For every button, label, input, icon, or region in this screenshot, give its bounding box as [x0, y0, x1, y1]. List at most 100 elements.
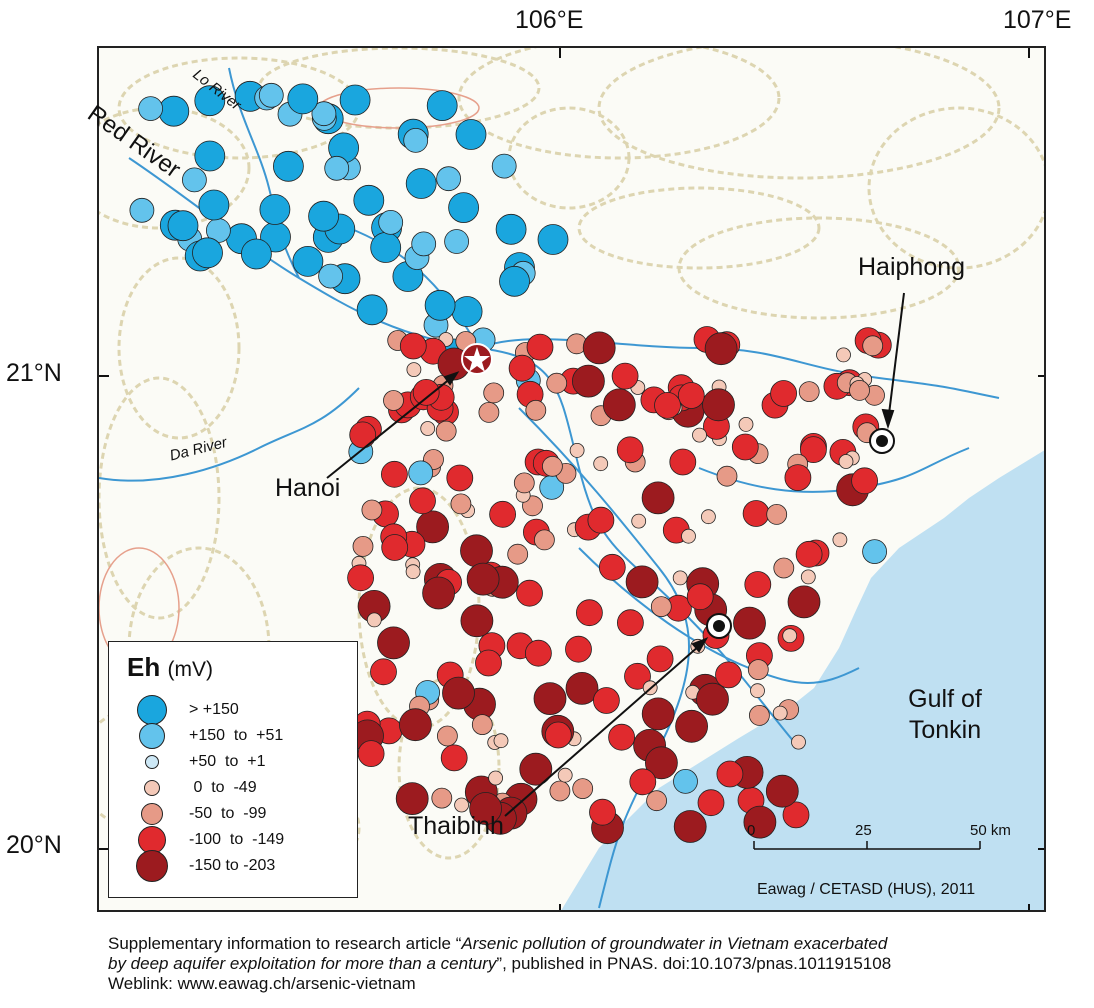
sample-point	[533, 529, 555, 551]
sample-point	[451, 296, 483, 327]
legend-symbol-icon	[144, 780, 160, 796]
sample-point	[733, 606, 766, 640]
sample-point	[770, 380, 797, 407]
sample-point	[546, 372, 568, 394]
sample-point	[697, 789, 725, 817]
sample-point	[349, 421, 377, 449]
caption-title-part1: Arsenic pollution of groundwater in Viet…	[461, 934, 888, 953]
legend-title: Eh (mV)	[127, 652, 213, 683]
sample-point	[766, 503, 788, 525]
caption-title-part2: by deep aquifer exploitation for more th…	[108, 954, 497, 973]
sample-point	[602, 388, 636, 422]
sample-point	[436, 166, 462, 192]
gulf-label-line2: Tonkin	[908, 716, 982, 744]
caption: Supplementary information to research ar…	[108, 934, 1088, 994]
haiphong-marker[interactable]	[869, 428, 895, 454]
sample-point	[849, 379, 870, 401]
sample-point	[641, 697, 675, 731]
sample-point	[426, 90, 458, 121]
legend-label: 0 to -49	[189, 779, 257, 796]
map-canvas[interactable]	[99, 48, 1046, 912]
sample-point	[624, 662, 651, 690]
sample-point	[572, 778, 594, 799]
sample-point	[435, 420, 457, 442]
sample-point	[442, 676, 475, 710]
sample-point	[716, 760, 744, 788]
sample-point	[420, 421, 436, 436]
sample-point	[738, 416, 754, 432]
sample-point	[361, 499, 383, 521]
sample-point	[339, 84, 371, 116]
sample-point	[395, 782, 429, 815]
legend-label: +150 to +51	[189, 727, 284, 744]
sample-point	[681, 528, 696, 544]
sample-point	[696, 682, 729, 716]
sample-point	[489, 500, 517, 528]
sample-point	[800, 436, 827, 464]
sample-point	[798, 381, 820, 403]
sample-point	[608, 723, 635, 751]
sample-point	[537, 224, 569, 255]
sample-point	[862, 539, 887, 565]
river-line	[478, 338, 1000, 399]
terrain-contour	[597, 48, 1001, 180]
legend-title-eh: Eh	[127, 652, 161, 682]
sample-point	[158, 95, 190, 127]
sample-point	[138, 96, 163, 121]
sample-point	[744, 571, 772, 598]
sample-point	[507, 543, 529, 565]
sample-point	[378, 209, 404, 235]
sample-point	[370, 232, 402, 263]
sample-point	[436, 725, 458, 747]
scale-tick-50: 50 km	[970, 822, 1011, 839]
legend-symbol-icon	[137, 695, 167, 725]
sample-point	[641, 481, 675, 515]
sample-point	[716, 465, 738, 487]
sample-point	[513, 472, 535, 494]
sample-point	[240, 238, 272, 270]
river-line	[578, 547, 860, 684]
sample-point	[383, 390, 404, 411]
sample-point	[292, 245, 324, 277]
sample-point	[533, 682, 567, 715]
caption-prefix: Supplementary information to research ar…	[108, 934, 462, 953]
terrain-contour	[677, 216, 961, 320]
sample-point	[569, 442, 585, 458]
sample-point	[832, 532, 848, 548]
sample-point	[405, 168, 437, 199]
sample-point	[851, 467, 878, 495]
sea-area	[561, 450, 1044, 910]
sample-point	[483, 382, 505, 404]
sample-point	[672, 570, 688, 586]
sample-point	[715, 661, 742, 689]
sample-point	[493, 733, 509, 749]
sample-point	[446, 464, 474, 492]
sample-point	[773, 557, 795, 579]
terrain-contour	[397, 676, 501, 860]
caption-line-3[interactable]: Weblink: www.eawag.ch/arsenic-vietnam	[108, 974, 416, 993]
sample-point	[454, 797, 470, 813]
scale-tick-0: 0	[747, 822, 756, 839]
legend-symbol-icon	[145, 755, 159, 769]
sample-point	[791, 734, 806, 750]
gulf-label-line1: Gulf of	[908, 685, 982, 713]
thaibinh-marker[interactable]	[706, 613, 732, 639]
sample-point	[399, 332, 427, 360]
sample-point	[366, 612, 382, 628]
sample-point	[587, 506, 615, 534]
sample-point	[405, 564, 421, 580]
sample-point	[259, 194, 291, 225]
sample-point	[416, 510, 450, 544]
sample-point	[475, 649, 502, 677]
terrain-contour	[867, 106, 1044, 270]
sample-point	[406, 362, 422, 378]
legend-item: -150 to -203	[109, 850, 349, 882]
sample-point	[800, 569, 816, 585]
sample-point	[565, 635, 592, 663]
sample-point	[782, 628, 798, 644]
legend-item: 0 to -49	[109, 774, 349, 802]
hanoi-marker[interactable]	[461, 343, 493, 375]
sample-point	[287, 83, 319, 115]
lat-label-20: 20°N	[6, 831, 62, 859]
sample-point	[466, 562, 500, 596]
